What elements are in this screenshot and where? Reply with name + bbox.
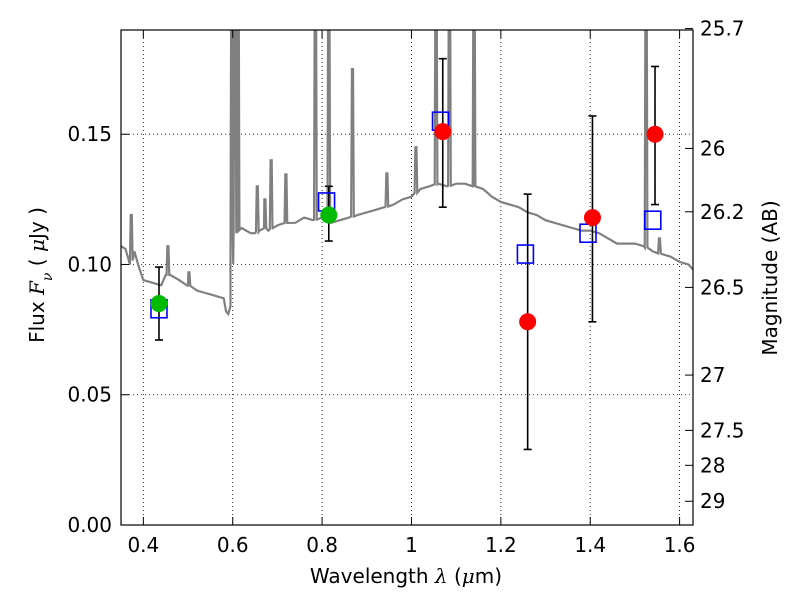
mag-tick-label: 27 bbox=[700, 363, 725, 387]
y-tick-label: 0.15 bbox=[67, 122, 112, 146]
right-axis-label: Magnitude (AB) bbox=[758, 200, 782, 355]
y-axis-label: Flux Fν ( μJy ) bbox=[25, 207, 56, 343]
x-tick-label: 0.4 bbox=[127, 533, 159, 557]
x-tick-label: 0.6 bbox=[217, 533, 249, 557]
mag-tick-label: 26 bbox=[700, 136, 725, 160]
grid-lines bbox=[121, 30, 693, 526]
model-points-layer bbox=[150, 111, 662, 319]
model-point bbox=[643, 210, 662, 230]
model-point bbox=[579, 223, 597, 244]
mag-tick-label: 26.5 bbox=[700, 275, 745, 299]
observed-point bbox=[583, 209, 601, 227]
observed-points-layer bbox=[150, 123, 664, 331]
model-point bbox=[516, 244, 535, 264]
y-tick-label: 0.05 bbox=[67, 383, 112, 407]
y-tick-label: 0.10 bbox=[67, 252, 112, 276]
axis-ticks: 0.4 0.6 0.8 1 1.2 1.4 1.6 0.00 0.05 0.10 0.15 25.7 2… bbox=[67, 17, 744, 557]
x-tick-label: 0.8 bbox=[306, 533, 338, 557]
observed-point bbox=[150, 295, 168, 313]
x-tick-label: 1.6 bbox=[664, 533, 696, 557]
y-tick-label: 0.00 bbox=[67, 513, 112, 537]
x-tick-label: 1 bbox=[405, 533, 418, 557]
plot-frame bbox=[120, 29, 694, 526]
observed-point bbox=[320, 206, 338, 224]
spectrum-line bbox=[121, 30, 693, 317]
observed-point bbox=[646, 125, 664, 143]
mag-tick-label: 28 bbox=[700, 453, 725, 477]
x-tick-label: 1.2 bbox=[485, 533, 517, 557]
mag-tick-label: 26.2 bbox=[700, 200, 745, 224]
spectrum-layer bbox=[121, 30, 693, 317]
observed-point bbox=[434, 123, 452, 141]
mag-tick-label: 27.5 bbox=[700, 418, 745, 442]
observed-point bbox=[519, 313, 537, 331]
mag-tick-label: 25.7 bbox=[700, 17, 745, 41]
x-tick-label: 1.4 bbox=[574, 533, 606, 557]
mag-tick-label: 29 bbox=[700, 489, 725, 513]
x-axis-label: Wavelength λ (μm) bbox=[310, 564, 502, 588]
